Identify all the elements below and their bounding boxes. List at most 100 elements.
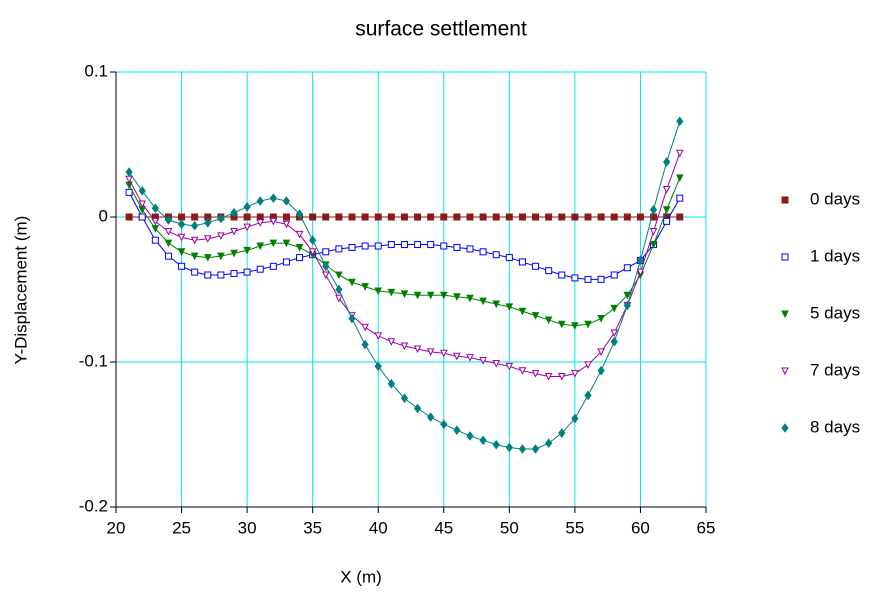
marker (190, 252, 199, 261)
marker (518, 258, 526, 266)
marker (545, 213, 553, 221)
marker (426, 348, 435, 356)
marker (309, 235, 317, 246)
marker (610, 271, 618, 279)
marker (374, 332, 383, 341)
marker (505, 254, 513, 262)
legend-marker (781, 310, 789, 319)
marker (138, 186, 146, 196)
chart-title: surface settlement (355, 18, 527, 41)
marker (453, 352, 461, 361)
marker (571, 370, 579, 378)
marker (571, 274, 579, 282)
marker (597, 365, 605, 376)
marker (662, 206, 671, 214)
marker (414, 213, 422, 221)
marker (217, 213, 225, 224)
marker (505, 213, 513, 221)
marker (374, 242, 382, 250)
marker (295, 243, 304, 252)
y-axis-label: Y-Displacement (m) (11, 216, 30, 365)
marker (256, 265, 264, 273)
marker (191, 213, 199, 221)
marker (282, 213, 290, 221)
marker (453, 243, 461, 251)
marker (256, 213, 264, 221)
marker (282, 196, 291, 206)
marker (400, 342, 409, 351)
marker (387, 241, 395, 249)
marker (282, 239, 291, 248)
marker (531, 444, 540, 454)
marker (492, 359, 501, 368)
marker (623, 264, 631, 272)
legend-label: 0 days (810, 189, 860, 208)
marker (492, 300, 501, 309)
marker (557, 373, 566, 381)
marker (204, 217, 212, 228)
marker (322, 261, 330, 272)
marker (649, 204, 658, 215)
marker (243, 202, 251, 212)
x-tick-label: 45 (434, 518, 453, 537)
marker (413, 345, 422, 354)
marker (636, 213, 644, 221)
marker (610, 304, 619, 313)
marker (479, 248, 487, 256)
marker (584, 275, 592, 283)
marker (322, 248, 330, 256)
marker (597, 348, 605, 356)
marker (571, 413, 579, 424)
series-line (128, 192, 681, 280)
marker (518, 444, 527, 454)
marker (230, 249, 238, 258)
marker (466, 245, 474, 253)
marker (545, 438, 553, 449)
marker (505, 303, 514, 312)
marker (125, 167, 133, 177)
legend-marker (781, 423, 789, 433)
x-tick-label: 20 (107, 518, 126, 537)
marker (400, 241, 408, 249)
marker (413, 403, 422, 414)
marker (309, 213, 317, 221)
marker (636, 268, 645, 277)
marker (387, 338, 396, 346)
marker (204, 271, 212, 279)
legend-marker (781, 253, 789, 261)
marker (151, 217, 160, 226)
marker (164, 215, 173, 225)
marker (203, 254, 212, 262)
legend-label: 7 days (810, 360, 860, 379)
marker (663, 217, 671, 225)
marker (623, 291, 632, 300)
marker (453, 425, 461, 435)
marker (584, 361, 592, 370)
marker (256, 196, 264, 206)
marker (544, 373, 553, 381)
marker (453, 293, 461, 301)
marker (597, 315, 605, 323)
marker (125, 213, 133, 221)
marker (610, 329, 619, 338)
legend-label: 5 days (810, 303, 860, 322)
marker (440, 419, 448, 430)
marker (217, 252, 225, 261)
marker (400, 290, 409, 298)
marker (610, 336, 618, 347)
marker (243, 246, 251, 255)
marker (649, 228, 658, 236)
marker (649, 241, 658, 249)
marker (571, 322, 579, 330)
marker (414, 241, 422, 249)
marker (243, 213, 251, 221)
marker (584, 213, 592, 221)
marker (203, 235, 212, 243)
marker (427, 412, 435, 422)
marker (164, 228, 173, 236)
marker (348, 213, 356, 221)
x-axis-label: X (m) (340, 567, 382, 586)
marker (374, 213, 382, 221)
marker (282, 220, 291, 229)
